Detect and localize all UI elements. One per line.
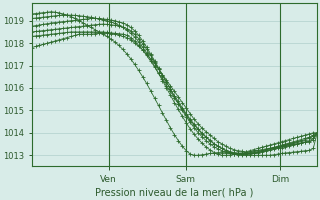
X-axis label: Pression niveau de la mer( hPa ): Pression niveau de la mer( hPa ) [95,187,253,197]
